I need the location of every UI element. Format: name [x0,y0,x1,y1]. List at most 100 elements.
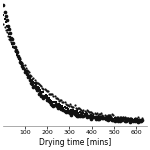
Point [8,32,10,35]
Point [113,119,116,122]
Point [12,42,15,44]
Point [131,118,134,120]
Point [34,87,37,90]
Point [83,113,86,116]
Point [19,61,21,63]
Point [31,83,34,85]
Point [140,119,142,122]
Point [130,119,132,122]
Point [36,87,38,89]
Point [128,117,130,120]
Point [76,107,78,110]
Point [137,116,139,119]
Point [90,118,92,120]
Point [49,93,51,95]
Point [88,115,90,118]
Point [78,107,80,110]
Point [102,117,105,120]
Point [103,114,106,117]
Point [53,101,56,104]
Point [128,119,130,121]
Point [67,104,69,106]
Point [54,97,57,99]
Point [29,73,31,76]
Point [122,116,125,118]
Point [97,116,99,119]
Point [39,88,41,91]
Point [66,110,68,112]
Point [128,118,130,121]
Point [41,91,43,94]
Point [68,110,70,112]
Point [50,100,52,102]
Point [53,103,56,106]
Point [101,117,104,119]
Point [48,97,50,99]
Point [93,116,96,119]
Point [24,70,27,72]
Point [80,113,82,115]
Point [74,107,77,109]
Point [98,115,100,118]
Point [127,117,129,120]
Point [32,86,35,88]
Point [123,120,126,122]
Point [110,118,112,120]
Point [141,119,144,121]
Point [62,106,65,109]
Point [19,59,21,61]
Point [116,116,118,118]
Point [16,51,18,53]
Point [56,97,58,99]
Point [97,114,99,116]
Point [58,103,60,105]
Point [68,105,70,107]
Point [124,117,127,119]
Point [54,101,57,104]
Point [41,87,43,89]
Point [33,79,36,81]
Point [7,29,9,32]
Point [73,110,76,113]
Point [83,114,86,116]
Point [43,87,46,90]
Point [131,119,134,122]
Point [47,98,49,101]
Point [72,111,75,113]
Point [20,62,22,65]
Point [17,55,19,57]
Point [24,70,27,73]
Point [84,114,87,116]
Point [12,45,15,48]
Point [69,112,71,114]
Point [101,117,104,119]
Point [91,112,94,114]
Point [74,111,77,114]
Point [6,19,8,21]
Point [70,109,72,111]
Point [69,103,71,105]
Point [70,104,72,107]
Point [118,118,120,121]
Point [82,115,85,117]
Point [140,119,142,121]
Point [34,83,37,85]
Point [57,103,59,106]
Point [63,109,66,112]
Point [89,111,91,113]
Point [122,118,125,120]
Point [81,112,84,115]
Point [134,120,137,122]
Point [4,15,7,17]
Point [139,119,141,122]
Point [123,117,126,120]
Point [74,114,77,116]
Point [52,95,55,97]
Point [17,55,19,57]
Point [90,114,92,116]
Point [20,60,22,63]
Point [137,120,139,123]
Point [114,118,117,121]
Point [42,91,45,93]
Point [38,87,40,90]
